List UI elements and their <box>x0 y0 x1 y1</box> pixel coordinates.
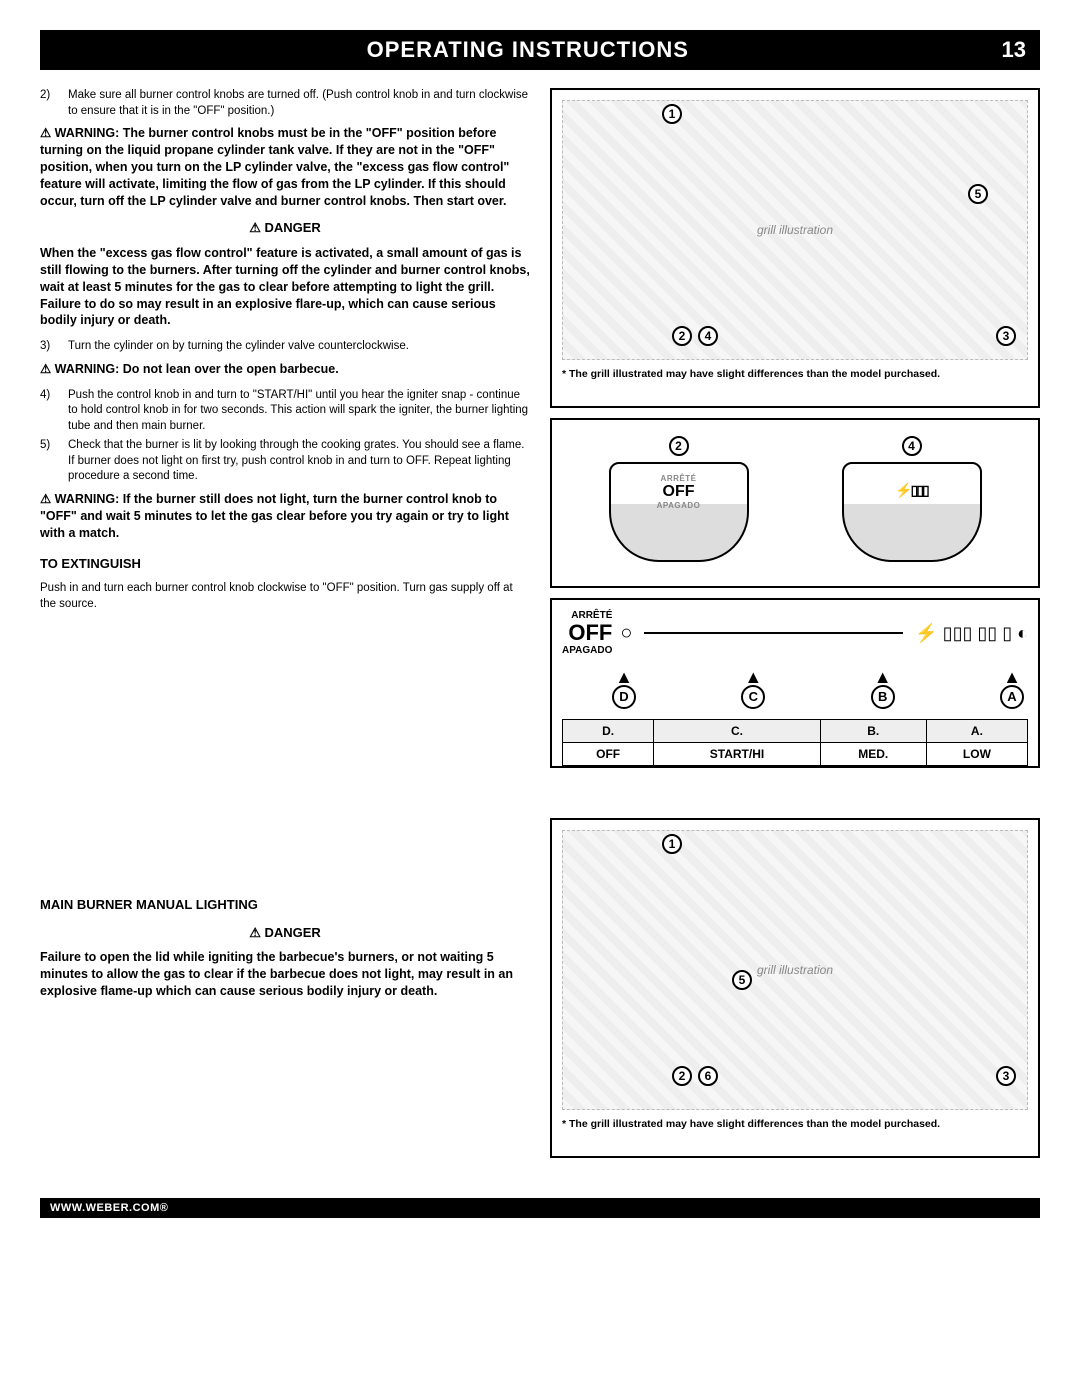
warning-not-lighting: ⚠ WARNING: If the burner still does not … <box>40 491 530 542</box>
knob-start: 4 ⚡▯▯▯ <box>842 436 982 562</box>
scale-letter-a: A <box>1000 685 1024 709</box>
callout2-3: 3 <box>996 1066 1016 1086</box>
danger-body-1: When the "excess gas flow control" featu… <box>40 245 530 329</box>
scale-letter-c: C <box>741 685 765 709</box>
header-title: OPERATING INSTRUCTIONS <box>54 37 1002 63</box>
knob-off-number: 2 <box>669 436 689 456</box>
right-column: grill illustration 1 5 2 4 3 * The grill… <box>550 88 1040 1168</box>
td-start: START/HI <box>654 742 820 765</box>
callout-4: 4 <box>698 326 718 346</box>
callout2-6: 6 <box>698 1066 718 1086</box>
danger-body-2: Failure to open the lid while igniting t… <box>40 949 530 1000</box>
grill-illustration-1: grill illustration <box>562 100 1028 360</box>
page-header: OPERATING INSTRUCTIONS 13 <box>40 30 1040 70</box>
callout2-1: 1 <box>662 834 682 854</box>
figure-scale: ARRÊTÉ OFF APAGADO ○ ⚡ ▯▯▯ ▯▯ ▯ ◐ ▲D ▲C … <box>550 598 1040 768</box>
warning-lean-over: ⚠ WARNING: Do not lean over the open bar… <box>40 361 530 378</box>
header-page-number: 13 <box>1002 37 1026 63</box>
th-a: A. <box>926 719 1027 742</box>
scale-icons: ⚡ ▯▯▯ ▯▯ ▯ ◐ <box>915 623 1028 644</box>
th-d: D. <box>563 719 654 742</box>
th-b: B. <box>820 719 926 742</box>
callout2-5: 5 <box>732 970 752 990</box>
scale-letter-d: D <box>612 685 636 709</box>
manual-lighting-heading: MAIN BURNER MANUAL LIGHTING <box>40 896 530 914</box>
settings-table: D. C. B. A. OFF START/HI MED. LOW <box>562 719 1028 766</box>
left-column: 2) Make sure all burner control knobs ar… <box>40 88 530 1168</box>
extinguish-body: Push in and turn each burner control kno… <box>40 581 530 612</box>
td-low: LOW <box>926 742 1027 765</box>
step-2: 2) Make sure all burner control knobs ar… <box>40 88 530 119</box>
figure-grill-1: grill illustration 1 5 2 4 3 * The grill… <box>550 88 1040 408</box>
grill-illustration-2: grill illustration <box>562 830 1028 1110</box>
step-4: 4) Push the control knob in and turn to … <box>40 388 530 435</box>
th-c: C. <box>654 719 820 742</box>
step-5: 5) Check that the burner is lit by looki… <box>40 438 530 485</box>
callout-3: 3 <box>996 326 1016 346</box>
figure-1-note: * The grill illustrated may have slight … <box>562 368 1028 382</box>
td-off: OFF <box>563 742 654 765</box>
scale-letter-b: B <box>871 685 895 709</box>
two-column-layout: 2) Make sure all burner control knobs ar… <box>40 88 1040 1168</box>
callout2-2: 2 <box>672 1066 692 1086</box>
danger-heading-2: ⚠ DANGER <box>40 924 530 942</box>
td-med: MED. <box>820 742 926 765</box>
callout-2: 2 <box>672 326 692 346</box>
warning-off-position: ⚠ WARNING: The burner control knobs must… <box>40 125 530 209</box>
footer-url: WWW.WEBER.COM® <box>40 1198 1040 1218</box>
step-3: 3) Turn the cylinder on by turning the c… <box>40 339 530 355</box>
knob-start-number: 4 <box>902 436 922 456</box>
danger-heading-1: ⚠ DANGER <box>40 219 530 237</box>
callout-5: 5 <box>968 184 988 204</box>
knob-start-icons: ⚡▯▯▯ <box>895 482 928 499</box>
figure-grill-2: grill illustration 1 5 2 6 3 * The grill… <box>550 818 1040 1158</box>
extinguish-heading: TO EXTINGUISH <box>40 555 530 573</box>
figure-knobs: 2 ARRÊTÉ OFF APAGADO 4 ⚡▯▯▯ <box>550 418 1040 588</box>
callout-1: 1 <box>662 104 682 124</box>
figure-2-note: * The grill illustrated may have slight … <box>562 1118 1028 1132</box>
knob-off: 2 ARRÊTÉ OFF APAGADO <box>609 436 749 562</box>
